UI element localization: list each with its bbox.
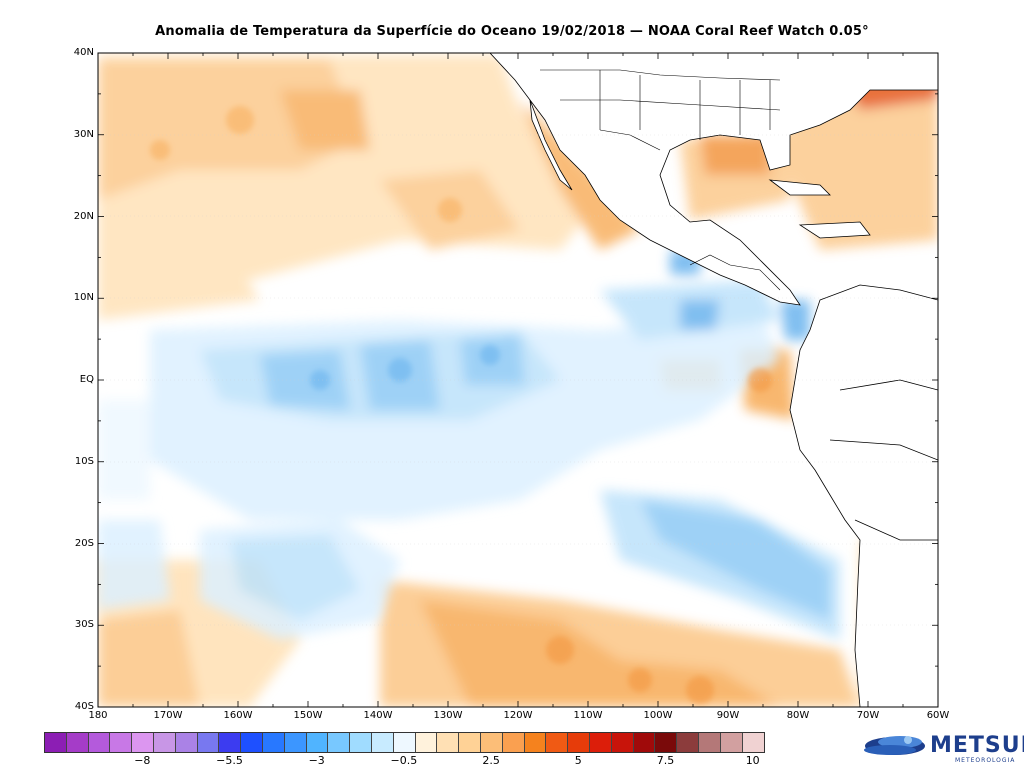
colorbar-cell — [415, 733, 438, 752]
longitude-label: 60W — [926, 710, 950, 721]
sst-anomaly-field — [98, 55, 938, 707]
colorbar-cell — [66, 733, 89, 752]
latitude-label: EQ — [79, 374, 94, 385]
latitude-label: 20S — [74, 537, 94, 549]
colorbar-cell — [219, 733, 242, 752]
colorbar-tick-label: −0.5 — [390, 754, 418, 767]
longitude-label: 90W — [716, 710, 740, 721]
colorbar-cell — [480, 733, 503, 752]
colorbar-cell — [153, 733, 176, 752]
colorbar-cell — [197, 733, 220, 752]
latitude-label: 10N — [73, 292, 94, 304]
latitude-label: 40S — [74, 701, 94, 712]
colorbar-cell — [262, 733, 285, 752]
colorbar-tick-label: 10 — [745, 754, 760, 767]
longitude-label: 70W — [856, 710, 880, 721]
colorbar-cell — [611, 733, 634, 752]
colorbar-tick-label: −8 — [134, 754, 151, 767]
colorbar-cell — [175, 733, 198, 752]
metsul-logo — [864, 736, 925, 755]
longitude-label: 130W — [433, 710, 463, 721]
latitude-label: 30N — [73, 128, 94, 140]
colorbar-tick-label: 2.5 — [482, 754, 500, 767]
longitude-label: 120W — [503, 710, 533, 721]
colorbar-tick-label: −3 — [308, 754, 325, 767]
longitude-label: 150W — [293, 710, 323, 721]
sst-anomaly-map — [97, 52, 939, 708]
longitude-label: 100W — [643, 710, 673, 721]
colorbar-cell — [241, 733, 263, 752]
longitude-label: 80W — [786, 710, 810, 721]
colorbar-cell — [502, 733, 525, 752]
map-gridlines — [98, 134, 938, 626]
logo-subtitle: METEOROLOGIA — [955, 757, 1016, 764]
longitude-label: 180 — [88, 710, 108, 721]
colorbar — [44, 732, 766, 753]
colorbar-cell — [589, 733, 612, 752]
colorbar-tick-label: −5.5 — [216, 754, 243, 767]
colorbar-cell — [568, 733, 590, 752]
latitude-label: 20N — [73, 210, 94, 222]
longitude-label: 110W — [573, 710, 603, 721]
colorbar-cell — [677, 733, 699, 752]
colorbar-cell — [524, 733, 547, 752]
latitude-label: 40N — [73, 47, 94, 58]
colorbar-tick-label: 5 — [574, 754, 582, 767]
colorbar-cell — [633, 733, 656, 752]
logo-name: METSUL — [930, 733, 1024, 758]
longitude-label: 140W — [363, 710, 393, 721]
colorbar-cell — [742, 733, 765, 752]
latitude-label: 10S — [74, 455, 94, 467]
colorbar-cell — [459, 733, 481, 752]
colorbar-cell — [306, 733, 329, 752]
colorbar-cell — [437, 733, 460, 752]
colorbar-cell — [88, 733, 111, 752]
colorbar-cell — [328, 733, 351, 752]
colorbar-cell — [371, 733, 394, 752]
colorbar-cell — [393, 733, 416, 752]
longitude-label: 170W — [153, 710, 183, 721]
colorbar-cell — [698, 733, 721, 752]
colorbar-cell — [284, 733, 307, 752]
longitude-label: 160W — [223, 710, 253, 721]
colorbar-cell — [546, 733, 569, 752]
colorbar-tick-label: 7.5 — [656, 754, 675, 767]
colorbar-cell — [720, 733, 743, 752]
colorbar-cell — [45, 733, 67, 752]
colorbar-cell — [655, 733, 678, 752]
colorbar-cell — [350, 733, 372, 752]
colorbar-cell — [132, 733, 154, 752]
latitude-label: 30S — [74, 619, 94, 631]
colorbar-cell — [110, 733, 133, 752]
map-title: Anomalia de Temperatura da Superfície do… — [155, 24, 869, 39]
landmass-north-america — [489, 53, 938, 306]
